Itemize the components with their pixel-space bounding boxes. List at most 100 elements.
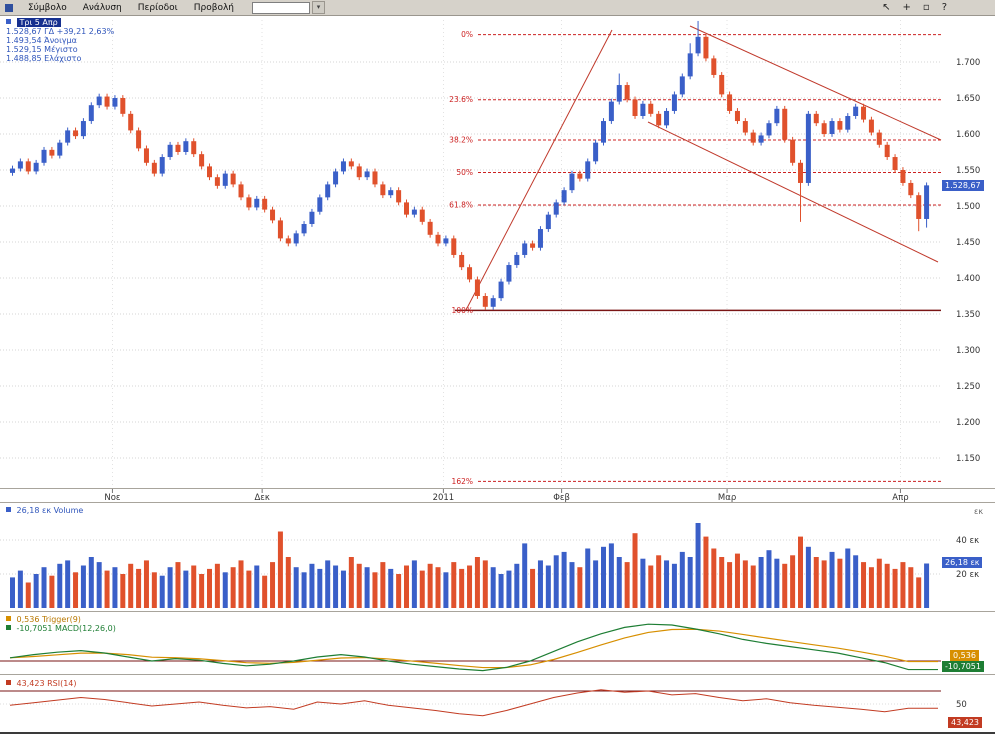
- macd-badge: -10,7051: [942, 661, 984, 672]
- volume-bar: [908, 567, 914, 608]
- candle-body: [396, 190, 402, 203]
- candle-body: [73, 130, 79, 137]
- help-icon[interactable]: ?: [941, 2, 947, 13]
- candle-body: [183, 141, 189, 152]
- candle-body: [80, 121, 86, 137]
- volume-bar: [246, 570, 252, 608]
- month-label: 2011: [433, 493, 455, 503]
- candle-body: [884, 144, 890, 158]
- volume-bar: [427, 563, 433, 608]
- volume-bar: [845, 548, 851, 608]
- quote-legend: Τρι 5 Απρ 1.528,67 ΓΔ +39,21 2,63% 1.493…: [6, 18, 114, 63]
- volume-bar: [506, 570, 512, 608]
- candle-body: [876, 132, 882, 145]
- candle-body: [325, 184, 331, 198]
- volume-bar: [459, 568, 465, 608]
- symbol-input[interactable]: [252, 1, 311, 14]
- candle-body: [57, 142, 63, 156]
- symbol-dropdown-button[interactable]: ▾: [312, 1, 326, 14]
- macd-legend: 0,536 Trigger(9) -10,7051 MACD(12,26,0): [6, 615, 116, 633]
- volume-bar: [25, 582, 31, 608]
- candle-body: [143, 148, 149, 163]
- volume-bar: [648, 565, 654, 608]
- menu-item-symbol[interactable]: Σύμβολο: [28, 2, 67, 13]
- volume-bar: [876, 558, 882, 608]
- app-icon: [5, 3, 13, 12]
- candle-body: [537, 229, 543, 248]
- price-badge: 1.528,67: [942, 180, 984, 191]
- volume-bar: [900, 562, 906, 608]
- candle-body: [482, 296, 488, 307]
- volume-bar: [656, 555, 662, 608]
- menu-item-view[interactable]: Προβολή: [193, 2, 235, 13]
- volume-bar: [112, 567, 118, 608]
- volume-bar: [868, 567, 874, 608]
- candle-body: [136, 130, 142, 149]
- price-axis-label: 1.500: [956, 202, 980, 212]
- candle-body: [199, 154, 205, 167]
- rsi-marker-icon: [6, 680, 11, 685]
- volume-bar: [522, 543, 528, 608]
- rsi-badge: 43,423: [948, 717, 982, 728]
- volume-bar: [159, 575, 165, 608]
- menu-item-periods[interactable]: Περίοδοι: [137, 2, 178, 13]
- candle-body: [262, 198, 268, 210]
- candle-body: [601, 121, 606, 143]
- fib-label: 23.6%: [449, 95, 473, 104]
- candle-body: [829, 121, 835, 134]
- price-axis-label: 1.650: [956, 94, 980, 104]
- candle-body: [419, 209, 425, 222]
- volume-bar: [17, 570, 23, 608]
- candle-body: [65, 130, 71, 143]
- candle-body: [671, 94, 677, 111]
- month-label: Μαρ: [718, 493, 736, 503]
- candle-body: [790, 139, 796, 163]
- volume-bar: [924, 563, 930, 608]
- candle-body: [33, 162, 39, 172]
- volume-bar: [585, 548, 591, 608]
- candle-body: [348, 161, 354, 167]
- candle-body: [530, 243, 536, 248]
- volume-bar: [601, 546, 606, 608]
- candle-body: [159, 157, 165, 174]
- volume-bar: [411, 560, 417, 608]
- volume-bar: [214, 563, 220, 608]
- candle-body: [467, 267, 473, 280]
- legend-open-line: 1.493,54 Άνοιγμα: [6, 36, 77, 45]
- volume-bar: [80, 565, 86, 608]
- menu-item-analysis[interactable]: Ανάλυση: [82, 2, 122, 13]
- volume-bar: [57, 563, 63, 608]
- volume-bar: [553, 555, 559, 608]
- candle-body: [506, 265, 512, 282]
- volume-bar: [191, 565, 197, 608]
- candle-body: [120, 98, 126, 114]
- candle-body: [892, 157, 898, 170]
- volume-bar: [285, 557, 291, 608]
- candle-body: [490, 298, 496, 307]
- cursor-icon[interactable]: ↖: [882, 2, 891, 13]
- candle-body: [435, 234, 441, 244]
- candle-body: [908, 182, 914, 196]
- candle-body: [175, 144, 181, 152]
- candle-body: [340, 161, 346, 172]
- candle-body: [104, 96, 110, 107]
- volume-bar: [301, 572, 307, 608]
- candle-body: [711, 58, 717, 75]
- candle-body: [593, 142, 599, 162]
- menubar: Σύμβολο Ανάλυση Περίοδοι Προβολή ▾ ↖ + ▫…: [0, 0, 995, 16]
- macd-line: [9, 623, 938, 672]
- candle-body: [372, 171, 378, 185]
- fib-label: 162%: [452, 477, 473, 486]
- window-icon[interactable]: ▫: [922, 2, 930, 13]
- volume-unit-label: εκ: [974, 507, 983, 516]
- volume-bar: [340, 570, 346, 608]
- candle-body: [616, 85, 622, 102]
- candle-body: [443, 238, 449, 244]
- zoom-in-icon[interactable]: +: [902, 2, 911, 13]
- volume-bar: [742, 560, 748, 608]
- candle-body: [191, 141, 197, 155]
- candle-body: [868, 119, 874, 133]
- candle-body: [514, 254, 520, 266]
- candle-body: [317, 197, 323, 212]
